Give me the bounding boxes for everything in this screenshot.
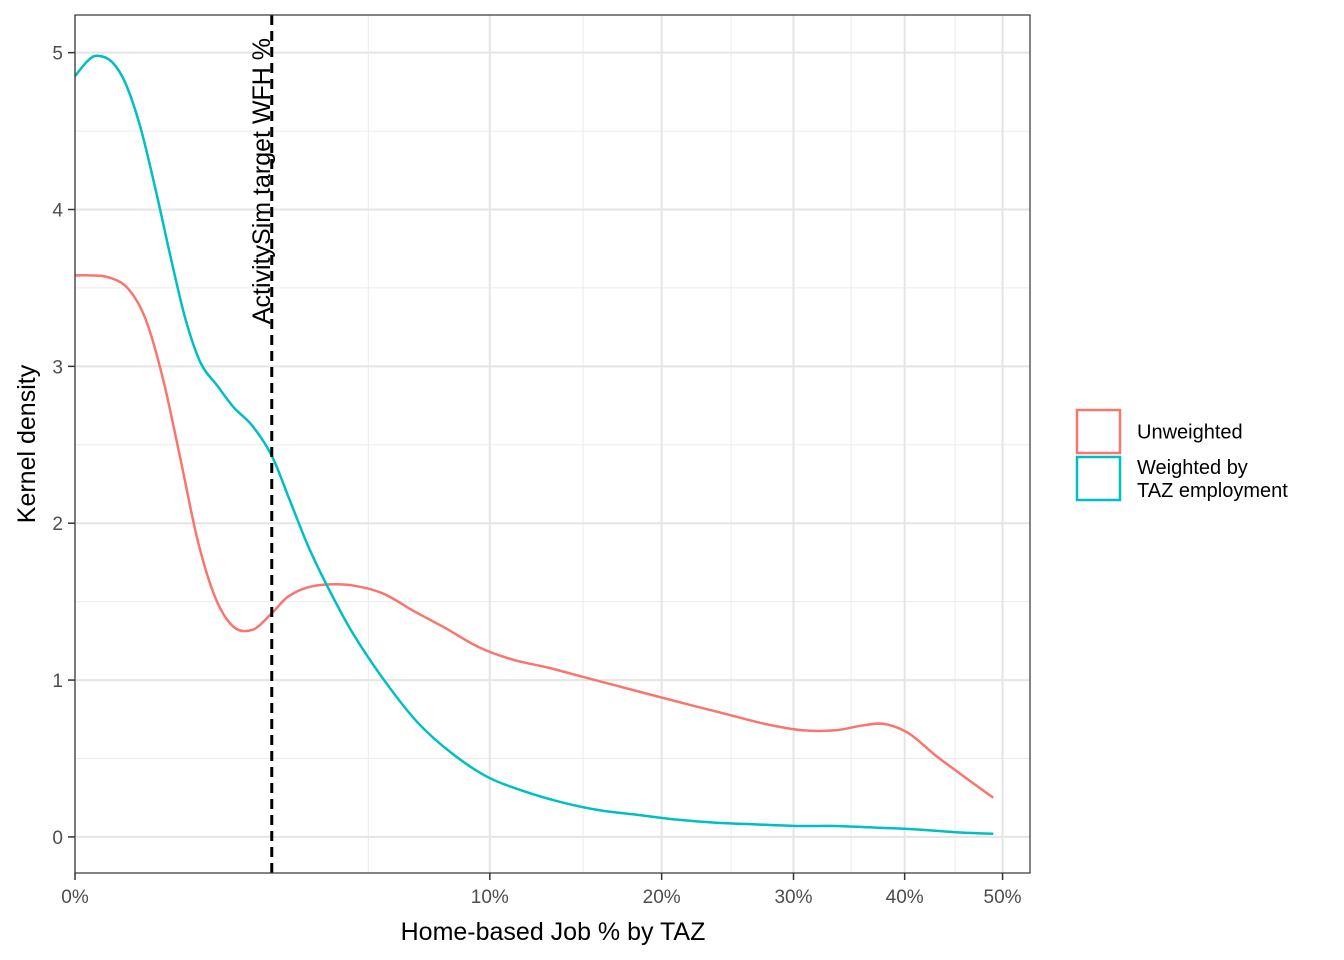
plot-panel	[75, 15, 1030, 873]
y-tick-label-2: 2	[52, 514, 63, 535]
series-layer	[74, 54, 994, 836]
legend: Unweighted Weighted by TAZ employment	[1075, 408, 1288, 502]
y-axis-title: Kernel density	[13, 364, 41, 523]
target-wfh-label: ActivitySim target WFH %	[248, 38, 276, 324]
annotation-layer: ActivitySim target WFH %	[248, 15, 276, 873]
plot-border	[74, 14, 1031, 874]
x-axis: 0% 10% 20% 30% 40% 50%	[61, 873, 1022, 908]
x-tick-label-5: 50%	[984, 887, 1022, 908]
x-tick-label-2: 20%	[643, 887, 681, 908]
legend-label-unweighted: Unweighted	[1137, 422, 1243, 444]
x-tick-label-1: 10%	[471, 887, 509, 908]
legend-key-unweighted	[1075, 408, 1122, 455]
legend-label-weighted: Weighted by TAZ employment	[1137, 457, 1288, 502]
series-line-unweighted	[74, 274, 994, 799]
y-tick-label-4: 4	[52, 201, 63, 222]
y-axis: 0 1 2 3 4 5	[52, 44, 75, 849]
x-axis-title: Home-based Job % by TAZ	[401, 918, 706, 946]
x-tick-label-3: 30%	[774, 887, 812, 908]
y-tick-label-0: 0	[52, 828, 63, 849]
series-line-weighted	[74, 54, 994, 836]
y-tick-label-5: 5	[52, 44, 63, 65]
minor-gridlines	[75, 15, 1030, 873]
x-tick-label-0: 0%	[61, 887, 89, 908]
y-tick-label-3: 3	[52, 357, 63, 378]
legend-key-weighted	[1075, 455, 1122, 502]
y-tick-label-1: 1	[52, 671, 63, 692]
x-tick-label-4: 40%	[886, 887, 924, 908]
